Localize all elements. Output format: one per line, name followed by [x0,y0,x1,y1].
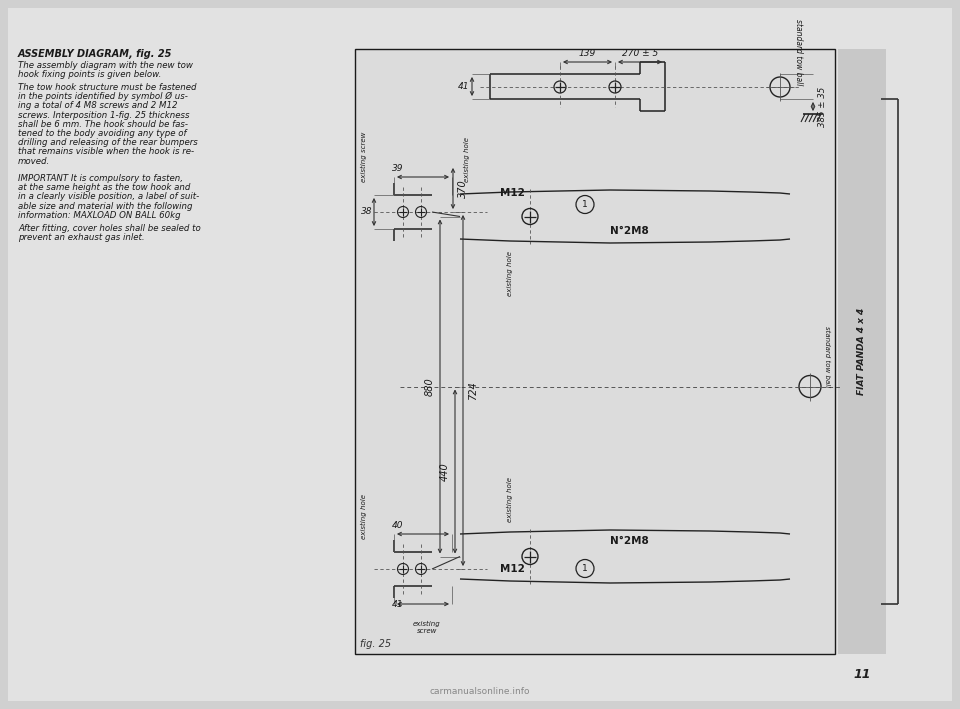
Text: N°2M8: N°2M8 [610,537,649,547]
Text: prevent an exhaust gas inlet.: prevent an exhaust gas inlet. [18,233,145,242]
Text: ASSEMBLY DIAGRAM, fig. 25: ASSEMBLY DIAGRAM, fig. 25 [18,49,173,59]
Text: existing hole: existing hole [507,252,513,296]
Text: shall be 6 mm. The hook should be fas-: shall be 6 mm. The hook should be fas- [18,120,188,129]
Text: 38: 38 [361,208,372,216]
Text: moved.: moved. [18,157,50,166]
Text: M12: M12 [500,189,525,199]
Text: 880: 880 [425,377,435,396]
Text: drilling and releasing of the rear bumpers: drilling and releasing of the rear bumpe… [18,138,198,147]
Text: at the same height as the tow hook and: at the same height as the tow hook and [18,183,190,192]
Text: existing
screw: existing screw [413,621,441,634]
Text: 41: 41 [458,82,469,91]
Text: N°2M8: N°2M8 [610,226,649,237]
Text: hook fixing points is given below.: hook fixing points is given below. [18,70,161,79]
Text: existing screw: existing screw [361,132,367,182]
Text: After fitting, cover holes shall be sealed to: After fitting, cover holes shall be seal… [18,224,201,233]
Text: 39: 39 [392,164,403,173]
Text: able size and material with the following: able size and material with the followin… [18,201,193,211]
Text: existing hole: existing hole [464,137,470,182]
Text: 11: 11 [853,667,871,681]
Text: tened to the body avoiding any type of: tened to the body avoiding any type of [18,129,186,138]
Text: fig. 25: fig. 25 [360,639,391,649]
Text: M12: M12 [500,564,525,574]
Text: 40: 40 [392,521,403,530]
Text: in the points identified by symbol Ø us-: in the points identified by symbol Ø us- [18,92,188,101]
Text: 1: 1 [582,200,588,209]
Text: standard tow ball: standard tow ball [794,19,803,85]
Text: information: MAXLOAD ON BALL 60kg: information: MAXLOAD ON BALL 60kg [18,211,180,220]
Text: ing a total of 4 M8 screws and 2 M12: ing a total of 4 M8 screws and 2 M12 [18,101,178,111]
Text: existing hole: existing hole [361,494,367,539]
Text: 385 ± 35: 385 ± 35 [818,86,827,127]
Text: 440: 440 [440,462,450,481]
Text: standard tow ball: standard tow ball [824,326,830,387]
Text: The assembly diagram with the new tow: The assembly diagram with the new tow [18,61,193,70]
Text: FIAT PANDA 4 x 4: FIAT PANDA 4 x 4 [857,308,867,395]
Text: 41: 41 [392,600,403,609]
Text: 370: 370 [458,179,468,198]
Bar [838,49,886,654]
Bar [355,49,835,654]
Text: 1: 1 [582,564,588,573]
Text: carmanualsonline.info: carmanualsonline.info [430,686,530,696]
Text: that remains visible when the hook is re-: that remains visible when the hook is re… [18,147,194,157]
Text: 270 ± 5: 270 ± 5 [622,49,659,58]
Text: The tow hook structure must be fastened: The tow hook structure must be fastened [18,83,197,92]
Text: screws. Interposition 1-fig. 25 thickness: screws. Interposition 1-fig. 25 thicknes… [18,111,189,120]
Text: 724: 724 [468,381,478,400]
Text: IMPORTANT It is compulsory to fasten,: IMPORTANT It is compulsory to fasten, [18,174,183,183]
Text: existing hole: existing hole [507,476,513,522]
Text: in a clearly visible position, a label of suit-: in a clearly visible position, a label o… [18,192,200,201]
Text: 139: 139 [578,49,595,58]
